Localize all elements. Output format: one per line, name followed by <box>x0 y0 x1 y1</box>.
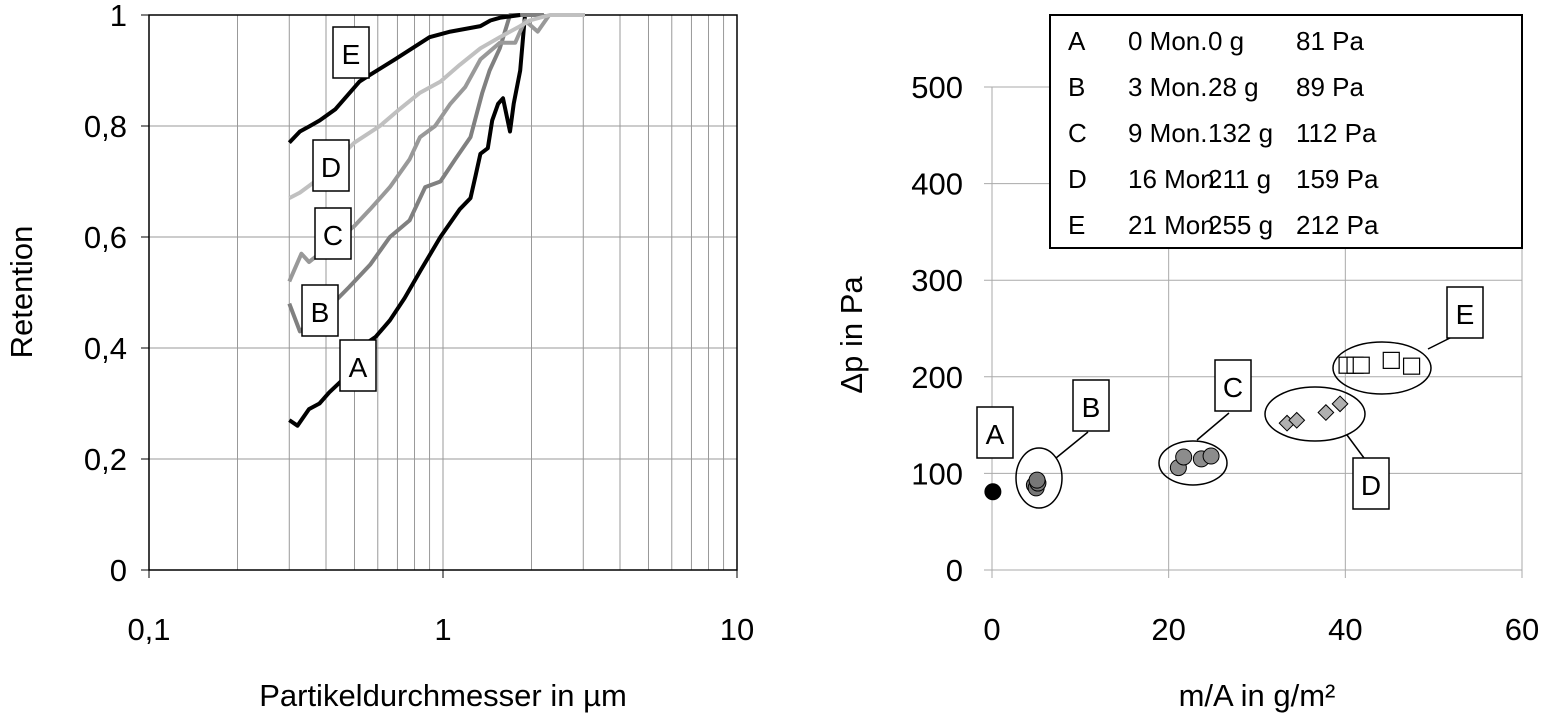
leader-line <box>1196 412 1230 441</box>
y-tick-label: 0,2 <box>84 442 127 477</box>
legend-cell: 89 Pa <box>1296 72 1364 102</box>
data-point-A <box>984 483 1002 501</box>
series-label: D <box>1361 470 1381 501</box>
x-axis-label: m/A in g/m² <box>1179 678 1336 713</box>
y-tick-label: 0,6 <box>84 220 127 255</box>
series-line-B <box>287 13 544 334</box>
series-label: C <box>1223 372 1243 403</box>
x-axis-label: Partikeldurchmesser in µm <box>259 678 627 713</box>
legend: A 0 Mon. 0 g 81 Pa B 3 Mon. 28 g 89 Pa C 9 Mon. 13… <box>1049 14 1523 249</box>
cluster-ellipse <box>1015 447 1063 509</box>
plot-frame <box>148 14 738 571</box>
series-label-box <box>332 26 370 79</box>
y-tick-label: 200 <box>911 360 963 395</box>
legend-cell: E <box>1068 210 1085 240</box>
series-label: A <box>986 419 1005 450</box>
cluster-ellipse <box>1332 341 1432 395</box>
y-tick-label: 0 <box>110 553 127 588</box>
series-label: C <box>323 220 343 251</box>
series-label-box <box>314 207 352 260</box>
cluster-ellipse <box>1158 440 1228 486</box>
data-point-E <box>1352 356 1370 374</box>
leader-line <box>1427 336 1453 350</box>
leader-line <box>1346 434 1365 459</box>
legend-cell: 212 Pa <box>1296 210 1379 240</box>
y-tick-label: 0 <box>946 553 963 588</box>
legend-cell: 159 Pa <box>1296 164 1379 194</box>
series-label-box <box>301 284 339 337</box>
legend-cell: 0 Mon. <box>1128 26 1208 56</box>
series-line-A <box>288 13 544 428</box>
x-tick-label: 10 <box>720 612 754 647</box>
legend-cell: 9 Mon. <box>1128 118 1208 148</box>
data-point-E <box>1402 357 1421 375</box>
x-tick-label: 1 <box>434 612 451 647</box>
y-tick-label: 1 <box>110 0 127 33</box>
series-label-box <box>1214 359 1252 412</box>
series-label: E <box>1456 299 1475 330</box>
legend-cell: C <box>1068 118 1087 148</box>
series-label-box <box>312 139 350 192</box>
series-label: D <box>321 152 341 183</box>
series-label: B <box>311 297 330 328</box>
data-point-C <box>1175 448 1193 466</box>
y-axis-label: Retention <box>4 226 39 359</box>
series-label: E <box>342 39 361 70</box>
legend-cell: 16 Mon. <box>1128 164 1222 194</box>
legend-cell: 28 g <box>1208 72 1259 102</box>
legend-cell: 132 g <box>1208 118 1273 148</box>
y-tick-label: 0,8 <box>84 109 127 144</box>
legend-cell: B <box>1068 72 1085 102</box>
series-label-box <box>976 406 1014 459</box>
data-point-D <box>1331 395 1349 413</box>
x-tick-label: 0,1 <box>127 612 170 647</box>
legend-cell: 255 g <box>1208 210 1273 240</box>
x-tick-label: 0 <box>983 612 1000 647</box>
x-tick-label: 40 <box>1328 612 1362 647</box>
legend-cell: 112 Pa <box>1296 118 1377 148</box>
legend-cell: A <box>1068 26 1086 56</box>
leader-line <box>1055 431 1089 459</box>
cluster-ellipse <box>1264 386 1366 442</box>
y-tick-label: 100 <box>911 456 963 491</box>
y-tick-label: 300 <box>911 263 963 298</box>
legend-box <box>1049 14 1523 249</box>
y-tick-label: 400 <box>911 167 963 202</box>
legend-cell: 81 Pa <box>1296 26 1364 56</box>
data-point-C <box>1202 447 1220 465</box>
legend-cell: 211 g <box>1208 164 1271 194</box>
legend-cell: D <box>1068 164 1087 194</box>
series-label: A <box>349 352 368 383</box>
y-axis-label: Δp in Pa <box>834 276 869 394</box>
y-tick-label: 500 <box>911 70 963 105</box>
legend-cell: 3 Mon. <box>1128 72 1208 102</box>
retention-chart: 0 0,2 0,4 0,6 0,8 1 0,1 1 10 AB C D E Partikeldurchme… <box>4 0 754 713</box>
series-line-E <box>287 13 521 144</box>
y-tick-label: 0,4 <box>84 331 127 366</box>
series-label-box <box>339 339 377 392</box>
x-tick-label: 20 <box>1151 612 1185 647</box>
x-tick-label: 60 <box>1505 612 1539 647</box>
legend-cell: 0 g <box>1208 26 1244 56</box>
series-label-box <box>1352 457 1390 510</box>
series-label-box <box>1072 379 1110 432</box>
data-point-E <box>1382 351 1400 369</box>
data-point-B <box>1028 471 1046 489</box>
data-point-D <box>1317 404 1335 422</box>
series-label: B <box>1082 392 1101 423</box>
series-label-box <box>1446 286 1484 339</box>
data-point-D <box>1288 411 1306 429</box>
legend-cell: 21 Mon. <box>1128 210 1222 240</box>
